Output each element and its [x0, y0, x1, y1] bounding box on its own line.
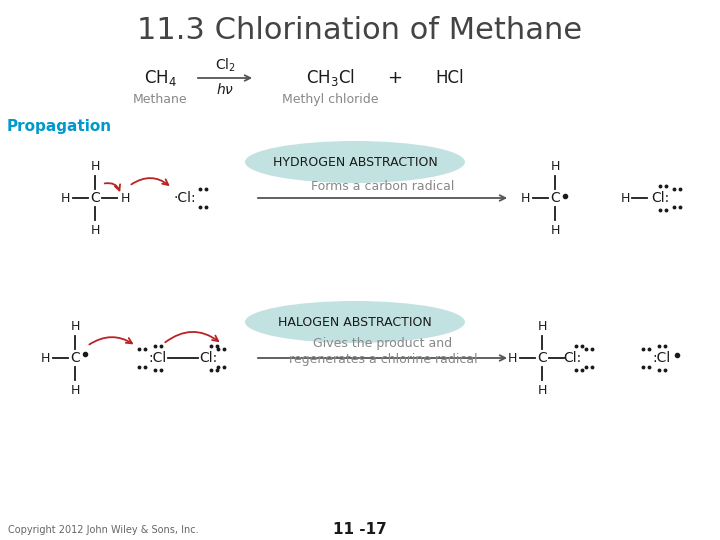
Text: Propagation: Propagation [7, 118, 112, 133]
Text: H: H [521, 192, 530, 205]
Text: H: H [60, 192, 70, 205]
Text: Cl:: Cl: [563, 351, 581, 365]
Text: H: H [120, 192, 130, 205]
Text: HYDROGEN ABSTRACTION: HYDROGEN ABSTRACTION [273, 156, 437, 168]
Text: HCl: HCl [436, 69, 464, 87]
Text: Cl$_2$: Cl$_2$ [215, 56, 235, 73]
FancyArrowPatch shape [131, 178, 168, 185]
Text: :Cl: :Cl [653, 351, 671, 365]
Text: Methyl chloride: Methyl chloride [282, 93, 378, 106]
Text: Cl:: Cl: [199, 351, 217, 365]
Text: 11 -17: 11 -17 [333, 523, 387, 537]
Text: C: C [550, 191, 560, 205]
Text: C: C [70, 351, 80, 365]
Text: C: C [537, 351, 547, 365]
Text: +: + [387, 69, 402, 87]
Text: H: H [90, 224, 99, 237]
Text: HALOGEN ABSTRACTION: HALOGEN ABSTRACTION [278, 315, 432, 328]
Text: C: C [90, 191, 100, 205]
Text: CH$_3$Cl: CH$_3$Cl [305, 68, 354, 89]
Text: H: H [90, 159, 99, 172]
Text: CH$_4$: CH$_4$ [143, 68, 176, 88]
FancyArrowPatch shape [104, 183, 120, 191]
FancyArrowPatch shape [165, 332, 218, 342]
Text: H: H [550, 159, 559, 172]
Text: 11.3 Chlorination of Methane: 11.3 Chlorination of Methane [138, 16, 582, 44]
Text: ·Cl:: ·Cl: [174, 191, 197, 205]
Text: H: H [71, 383, 80, 396]
Text: H: H [508, 352, 517, 365]
Text: Methane: Methane [132, 93, 187, 106]
Text: H: H [40, 352, 50, 365]
Text: H: H [71, 320, 80, 333]
Text: :Cl: :Cl [149, 351, 167, 365]
Ellipse shape [245, 141, 465, 183]
Text: Gives the product and: Gives the product and [313, 338, 453, 350]
Ellipse shape [245, 301, 465, 343]
Text: Cl:: Cl: [651, 191, 669, 205]
Text: H: H [537, 383, 546, 396]
Text: H: H [621, 192, 630, 205]
FancyArrowPatch shape [89, 337, 132, 345]
Text: Copyright 2012 John Wiley & Sons, Inc.: Copyright 2012 John Wiley & Sons, Inc. [8, 525, 199, 535]
Text: H: H [537, 320, 546, 333]
Text: $h\nu$: $h\nu$ [216, 83, 234, 98]
Text: H: H [550, 224, 559, 237]
Text: Forms a carbon radical: Forms a carbon radical [311, 179, 455, 192]
Text: regenerates a chlorine radical: regenerates a chlorine radical [289, 354, 477, 367]
